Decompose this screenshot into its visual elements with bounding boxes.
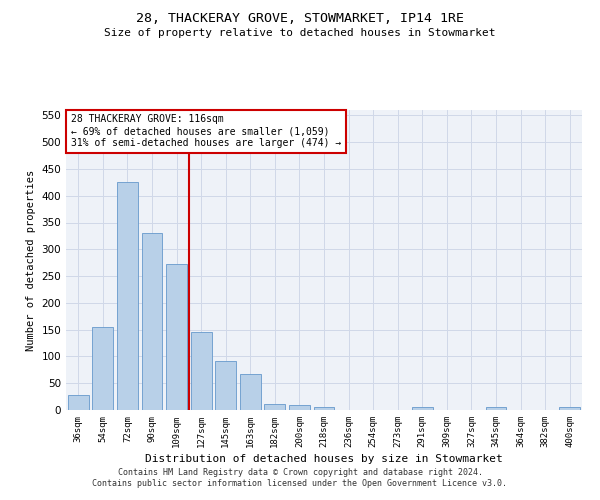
Bar bbox=[265, 404, 286, 410]
Text: 28, THACKERAY GROVE, STOWMARKET, IP14 1RE: 28, THACKERAY GROVE, STOWMARKET, IP14 1R… bbox=[136, 12, 464, 26]
Bar bbox=[92, 327, 113, 410]
X-axis label: Distribution of detached houses by size in Stowmarket: Distribution of detached houses by size … bbox=[145, 454, 503, 464]
Bar bbox=[240, 374, 261, 410]
Text: 28 THACKERAY GROVE: 116sqm
← 69% of detached houses are smaller (1,059)
31% of s: 28 THACKERAY GROVE: 116sqm ← 69% of deta… bbox=[71, 114, 341, 148]
Bar bbox=[191, 332, 212, 410]
Bar bbox=[142, 233, 163, 410]
Text: Contains HM Land Registry data © Crown copyright and database right 2024.
Contai: Contains HM Land Registry data © Crown c… bbox=[92, 468, 508, 487]
Bar bbox=[68, 395, 89, 410]
Bar bbox=[117, 182, 138, 410]
Bar bbox=[166, 264, 187, 410]
Bar bbox=[215, 360, 236, 410]
Bar bbox=[289, 404, 310, 410]
Bar bbox=[559, 408, 580, 410]
Bar bbox=[412, 408, 433, 410]
Text: Size of property relative to detached houses in Stowmarket: Size of property relative to detached ho… bbox=[104, 28, 496, 38]
Bar bbox=[314, 408, 334, 410]
Y-axis label: Number of detached properties: Number of detached properties bbox=[26, 170, 36, 350]
Bar bbox=[485, 408, 506, 410]
